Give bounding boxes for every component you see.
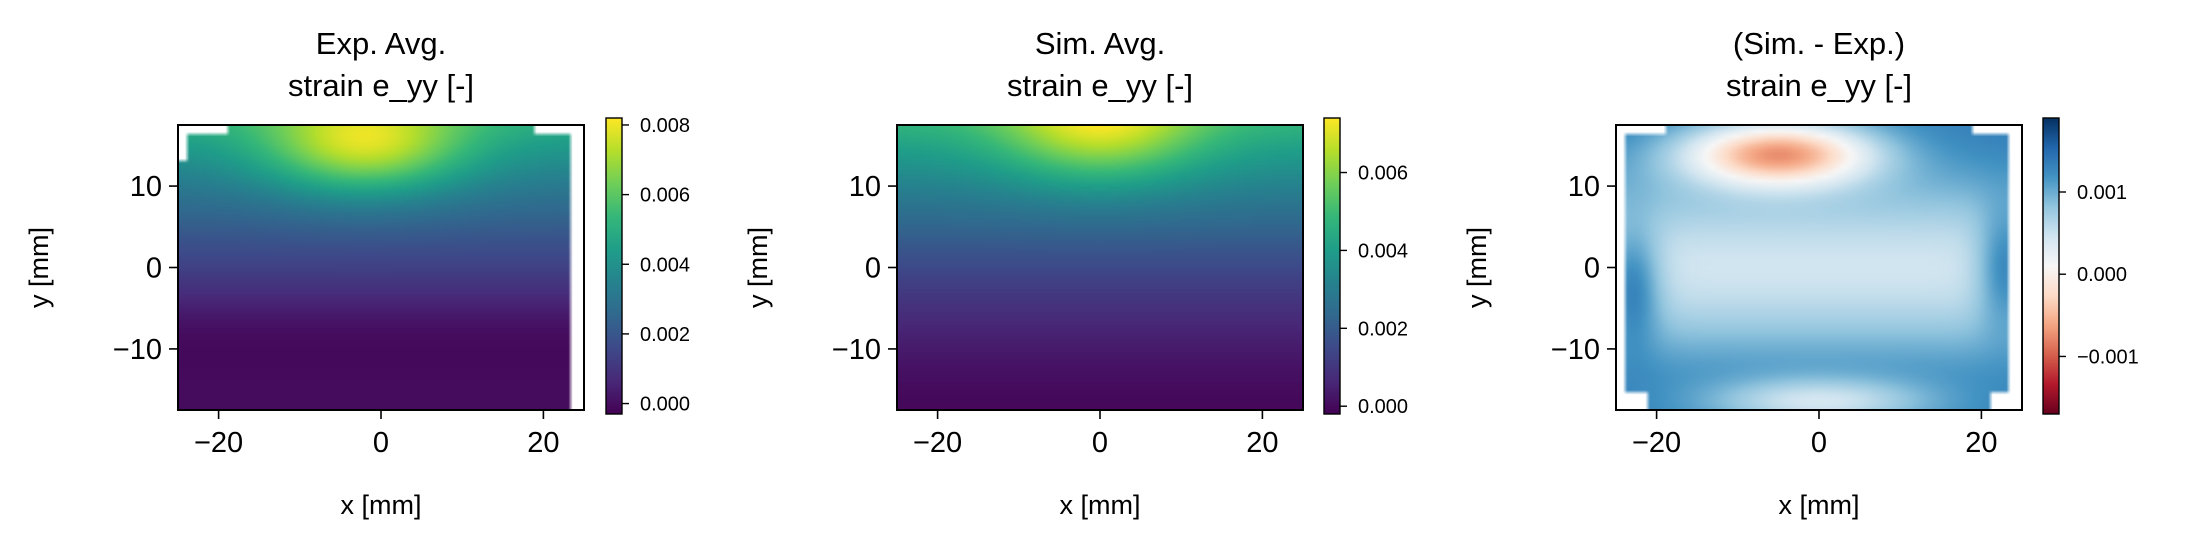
heatmap-image xyxy=(1616,125,2022,410)
y-tick-label: −10 xyxy=(113,334,162,366)
x-axis-label: x [mm] xyxy=(341,490,422,520)
x-tick-label: −20 xyxy=(1632,427,1681,459)
chart-title-line1: Exp. Avg. xyxy=(316,26,446,61)
y-axis-label: y [mm] xyxy=(24,227,54,308)
x-tick-label: 20 xyxy=(1965,427,1997,459)
y-tick-label: 0 xyxy=(146,253,162,285)
x-tick-label: 0 xyxy=(373,427,389,459)
y-tick-label: 0 xyxy=(1584,253,1600,285)
colorbar-tick-label: 0.008 xyxy=(640,115,690,137)
chart-title-line2: strain e_yy [-] xyxy=(1007,68,1193,103)
colorbar-tick-label: 0.004 xyxy=(640,254,690,276)
colorbar-tick-label: 0.004 xyxy=(1358,240,1408,262)
colorbar xyxy=(605,117,623,415)
y-tick-label: −10 xyxy=(832,334,881,366)
x-tick-label: 0 xyxy=(1811,427,1827,459)
colorbar-tick-label: 0.006 xyxy=(1358,163,1408,185)
heatmap-image xyxy=(897,125,1303,410)
colorbar-tick-label: 0.006 xyxy=(640,185,690,207)
y-tick-label: −10 xyxy=(1551,334,1600,366)
x-tick-label: −20 xyxy=(913,427,962,459)
panel-1: Exp. Avg. strain e_yy [-] −20 0 20 −10 0 10 x [m… xyxy=(24,26,690,520)
x-tick-label: −20 xyxy=(194,427,243,459)
y-axis-label: y [mm] xyxy=(743,227,773,308)
panel-3: (Sim. - Exp.) strain e_yy [-] −20 0 20 −10 0 10… xyxy=(1462,26,2139,520)
colorbar xyxy=(1323,117,1341,415)
chart-title-line2: strain e_yy [-] xyxy=(288,68,474,103)
colorbar-tick-label: 0.000 xyxy=(640,394,690,416)
y-tick-label: 10 xyxy=(130,171,162,203)
colorbar xyxy=(2042,117,2060,415)
heatmap-image xyxy=(178,125,584,410)
y-axis-label: y [mm] xyxy=(1462,227,1492,308)
colorbar-tick-label: 0.002 xyxy=(1358,318,1408,340)
y-tick-label: 10 xyxy=(1568,171,1600,203)
x-tick-label: 20 xyxy=(1246,427,1278,459)
colorbar-tick-label: 0.001 xyxy=(2077,182,2127,204)
x-tick-label: 0 xyxy=(1092,427,1108,459)
panel-2: Sim. Avg. strain e_yy [-] −20 0 20 −10 0 10 x [m… xyxy=(743,26,1408,520)
chart-title-line1: (Sim. - Exp.) xyxy=(1733,26,1905,61)
y-tick-label: 10 xyxy=(849,171,881,203)
x-axis-label: x [mm] xyxy=(1060,490,1141,520)
chart-title-line1: Sim. Avg. xyxy=(1035,26,1165,61)
colorbar-tick-label: −0.001 xyxy=(2077,346,2139,368)
x-axis-label: x [mm] xyxy=(1779,490,1860,520)
colorbar-tick-label: 0.000 xyxy=(1358,396,1408,418)
colorbar-tick-label: 0.000 xyxy=(2077,264,2127,286)
x-tick-label: 20 xyxy=(527,427,559,459)
chart-title-line2: strain e_yy [-] xyxy=(1726,68,1912,103)
colorbar-tick-label: 0.002 xyxy=(640,324,690,346)
y-tick-label: 0 xyxy=(865,253,881,285)
